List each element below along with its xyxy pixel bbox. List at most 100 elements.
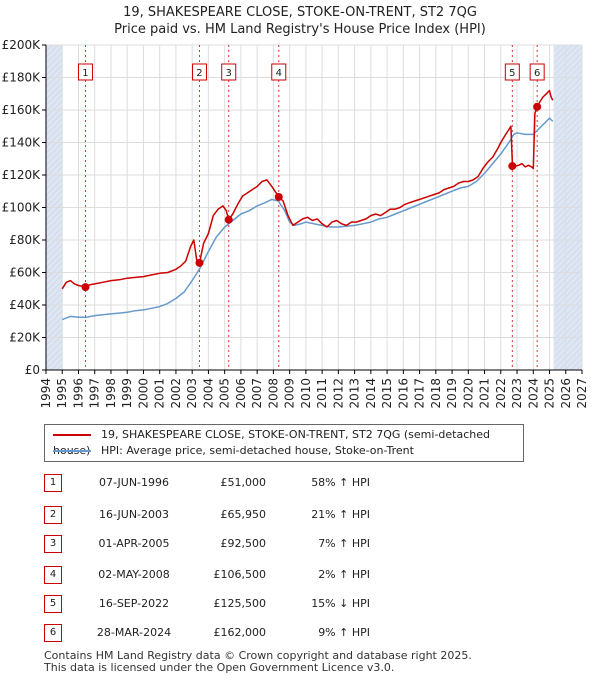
sale-point	[81, 283, 90, 292]
x-tick-label: 2012	[331, 378, 345, 409]
sale-label-box	[529, 63, 545, 81]
sale-point	[224, 215, 233, 224]
legend: 19, SHAKESPEARE CLOSE, STOKE-ON-TRENT, S…	[44, 424, 524, 462]
shaded-hatch	[553, 190, 582, 220]
shaded-hatch	[46, 45, 59, 58]
transaction-date: 07-JUN-1996	[98, 476, 170, 489]
table-row: 5 16-SEP-2022 £125,500 15% ↓ HPI	[44, 594, 494, 614]
shaded-hatch	[46, 46, 63, 64]
shaded-hatch	[553, 112, 582, 142]
shaded-hatch	[553, 124, 582, 154]
sale-label-box	[191, 63, 207, 81]
shaded-hatch	[553, 172, 582, 202]
sale-label: 3	[226, 68, 232, 79]
transaction-hpi-diff: 21% ↑ HPI	[311, 508, 370, 521]
shaded-hatch	[553, 52, 582, 82]
x-tick-label: 2010	[299, 378, 313, 409]
shaded-hatch	[46, 286, 63, 304]
shaded-hatch	[553, 196, 582, 226]
x-tick-label: 2005	[218, 378, 232, 409]
transaction-number-badge: 2	[44, 506, 62, 524]
transaction-number-badge: 6	[44, 624, 62, 642]
transaction-number-badge: 1	[44, 474, 62, 492]
y-tick-label: £40K	[9, 298, 41, 312]
shaded-hatch	[46, 190, 63, 208]
x-tick-label: 2015	[380, 378, 394, 409]
shaded-hatch	[553, 310, 582, 340]
shaded-hatch	[553, 304, 582, 334]
sale-label: 6	[534, 68, 540, 79]
shaded-hatch	[553, 46, 582, 76]
transaction-hpi-diff: 58% ↑ HPI	[311, 476, 370, 489]
shaded-hatch	[46, 250, 63, 268]
legend-swatch-hpi	[53, 450, 91, 452]
shaded-hatch	[553, 268, 582, 298]
x-tick-label: 2013	[348, 378, 362, 409]
shaded-hatch	[553, 178, 582, 208]
shaded-hatch	[46, 148, 63, 166]
shaded-hatch	[570, 358, 582, 370]
shaded-hatch	[553, 334, 582, 364]
sale-point	[508, 162, 517, 171]
shaded-hatch	[553, 298, 582, 328]
y-tick-label: £100K	[2, 201, 42, 215]
transaction-price: £51,000	[220, 476, 267, 489]
sale-label-box	[77, 63, 93, 81]
sale-label-box	[504, 63, 520, 81]
shaded-hatch	[46, 202, 63, 220]
x-tick-label: 2016	[396, 378, 410, 409]
shaded-hatch	[553, 274, 582, 304]
shaded-hatch	[46, 154, 63, 172]
sale-label-box	[221, 63, 237, 81]
shaded-hatch	[553, 256, 582, 286]
shaded-hatch	[553, 286, 582, 316]
shaded-hatch	[553, 262, 582, 292]
shaded-hatch	[553, 45, 579, 70]
x-tick-label: 2021	[478, 378, 492, 409]
shaded-hatch	[553, 142, 582, 172]
shaded-hatch	[46, 232, 63, 250]
shaded-hatch	[553, 292, 582, 322]
x-tick-label: 2008	[266, 378, 280, 409]
table-row: 6 28-MAR-2024 £162,000 9% ↑ HPI	[44, 623, 494, 643]
shaded-hatch	[46, 346, 63, 364]
table-row: 1 07-JUN-1996 £51,000 58% ↑ HPI	[44, 473, 494, 493]
shaded-hatch	[553, 58, 582, 88]
transaction-hpi-diff: 9% ↑ HPI	[318, 626, 370, 639]
chart-title: 19, SHAKESPEARE CLOSE, STOKE-ON-TRENT, S…	[0, 4, 600, 38]
shaded-hatch	[553, 45, 561, 52]
x-tick-label: 2027	[575, 378, 589, 409]
shaded-hatch	[46, 238, 63, 256]
shaded-hatch	[553, 70, 582, 100]
shaded-hatch	[553, 45, 573, 64]
shaded-hatch	[46, 220, 63, 238]
transaction-price: £92,500	[220, 537, 267, 550]
shaded-hatch	[46, 178, 63, 196]
shaded-hatch	[553, 154, 582, 184]
footer-line-2: This data is licensed under the Open Gov…	[44, 661, 395, 674]
shaded-hatch	[553, 94, 582, 124]
shaded-hatch	[46, 100, 63, 118]
shaded-hatch	[553, 100, 582, 130]
shaded-hatch	[46, 45, 47, 46]
transaction-date: 01-APR-2005	[98, 537, 170, 550]
x-tick-label: 2007	[250, 378, 264, 409]
shaded-hatch	[46, 130, 63, 148]
transaction-price: £106,500	[213, 568, 267, 581]
shaded-hatch	[46, 214, 63, 232]
shaded-hatch	[553, 316, 582, 346]
shaded-hatch	[553, 136, 582, 166]
table-row: 4 02-MAY-2008 £106,500 2% ↑ HPI	[44, 565, 494, 585]
x-tick-label: 2018	[429, 378, 443, 409]
shaded-hatch	[553, 82, 582, 112]
shaded-hatch	[553, 76, 582, 106]
shaded-hatch	[46, 70, 63, 88]
table-row: 3 01-APR-2005 £92,500 7% ↑ HPI	[44, 534, 494, 554]
x-tick-label: 1994	[39, 378, 53, 409]
transaction-price: £65,950	[220, 508, 267, 521]
transaction-date: 02-MAY-2008	[98, 568, 170, 581]
shaded-hatch	[553, 148, 582, 178]
shaded-hatch	[46, 274, 63, 292]
legend-swatch-property	[53, 434, 91, 436]
shaded-hatch	[553, 130, 582, 160]
